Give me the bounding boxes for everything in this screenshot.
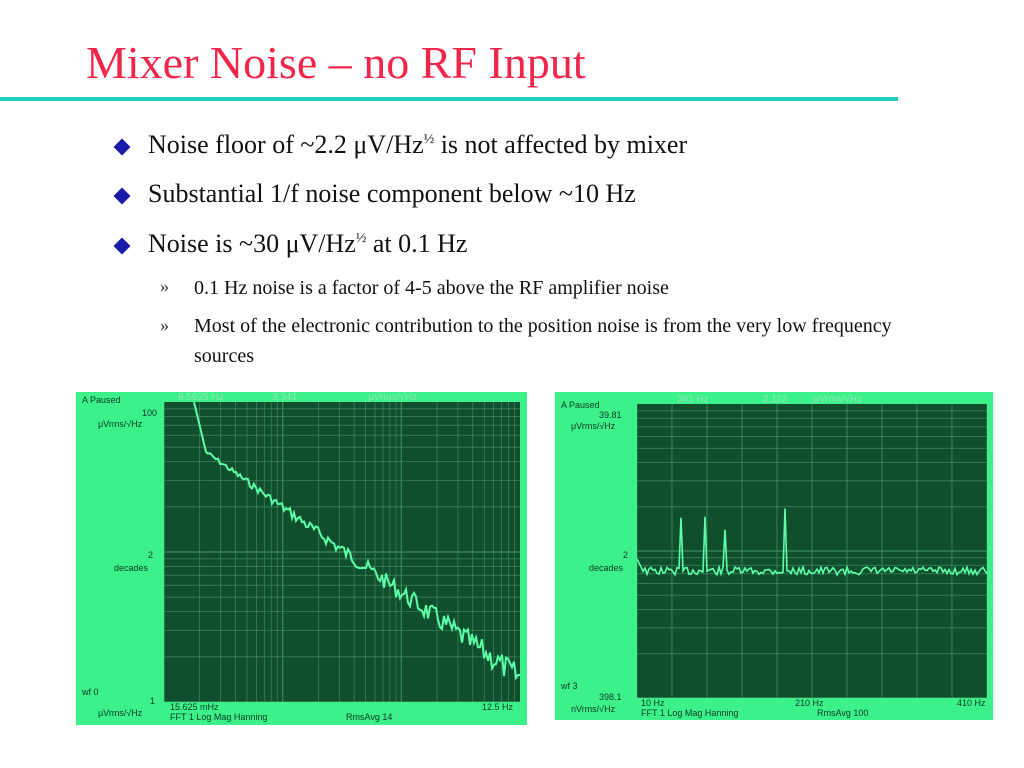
bullet-3-text-end: at 0.1 Hz (366, 229, 468, 258)
y-bottom-unit-label: μVrms/√Hz (98, 708, 143, 718)
x-end-label: 410 Hz (957, 698, 986, 708)
waveform-label: wf 3 (561, 681, 578, 691)
bullet-1-text: Noise floor of ~2.2 μV/Hz (148, 130, 424, 159)
marker-value: 3.341 (272, 392, 298, 403)
marker-value: 2.112 (763, 394, 788, 405)
sub-bullet-2: Most of the electronic contribution to t… (194, 315, 892, 367)
x-start-label: 15.625 mHz (170, 702, 219, 712)
marker-unit: μVrms/√Hz (813, 394, 863, 405)
bullet-diamond-icon (113, 138, 131, 156)
footer-label: FFT 1 Log Mag Hanning (170, 712, 268, 722)
slide-title: Mixer Noise – no RF Input (86, 37, 586, 88)
avg-label: RmsAvg 14 (346, 712, 393, 722)
bullet-3: Noise is ~30 μV/Hz½ at 0.1 Hz (148, 229, 467, 259)
grid (637, 404, 987, 698)
spectrum-svg-left (164, 402, 520, 702)
sub-bullet-marker: » (160, 276, 169, 296)
bullet-diamond-icon (113, 237, 131, 255)
x-mid-label: 210 Hz (795, 698, 824, 708)
spectrum-svg-right (637, 404, 987, 698)
x-start-label: 10 Hz (641, 698, 665, 708)
status-label: A Paused (561, 400, 600, 410)
y-mid-label: 2 (623, 550, 629, 560)
bullet-diamond-icon (113, 187, 131, 205)
y-top-label: 100 (142, 408, 158, 418)
y-bottom-unit-label: nVrms/√Hz (571, 704, 616, 714)
y-bottom-label: 398.1 (599, 692, 622, 702)
status-label: A Paused (82, 395, 121, 405)
spectrum-plot-left (164, 402, 520, 702)
footer-label: FFT 1 Log Mag Hanning (641, 708, 739, 718)
decades-label: decades (114, 563, 149, 573)
bullet-1-text-end: is not affected by mixer (434, 130, 688, 159)
title-underline (0, 97, 898, 101)
y-top-label: 39.81 (599, 410, 622, 420)
scope-screen-right: A Paused 39.81 μVrms/√Hz 2 decades wf 3 … (555, 392, 993, 720)
noise-trace (637, 508, 987, 577)
bullet-2: Substantial 1/f noise component below ~1… (148, 179, 636, 208)
spectrum-plot-right (637, 404, 987, 698)
bullet-3-text: Noise is ~30 μV/Hz (148, 229, 356, 258)
decades-label: decades (589, 563, 624, 573)
sub-bullet-1: 0.1 Hz noise is a factor of 4-5 above th… (194, 277, 669, 299)
sub-bullet-marker: » (160, 315, 169, 335)
y-unit-label: μVrms/√Hz (98, 419, 143, 429)
y-unit-label: μVrms/√Hz (571, 421, 616, 431)
scope-screen-left: A Paused 100 μVrms/√Hz 2 decades wf 0 1 … (76, 392, 527, 725)
bullet-1-sup: ½ (423, 132, 435, 147)
x-end-label: 12.5 Hz (482, 702, 514, 712)
grid (164, 402, 520, 702)
avg-label: RmsAvg 100 (817, 708, 869, 718)
marker-unit: μVrms/√Hz (368, 392, 418, 403)
bullet-3-sup: ½ (355, 231, 367, 246)
waveform-label: wf 0 (82, 687, 99, 697)
y-bottom-label: 1 (150, 696, 156, 706)
noise-trace (193, 402, 520, 681)
marker-freq: 391 Hz (677, 394, 709, 405)
marker-freq: 9.5625 Hz (178, 392, 224, 403)
bullet-1: Noise floor of ~2.2 μV/Hz½ is not affect… (148, 130, 687, 160)
y-mid-label: 2 (148, 550, 154, 560)
